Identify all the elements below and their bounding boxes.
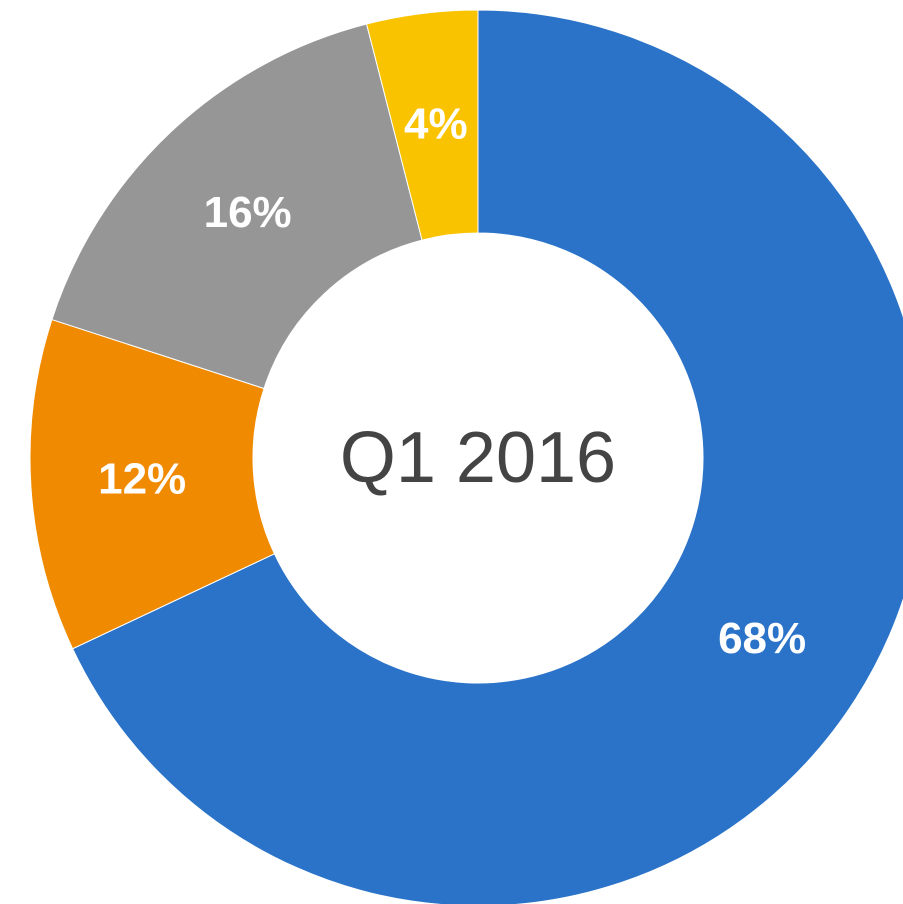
slice [71,9,903,904]
slices [29,9,903,904]
value-label: 12% [98,455,186,504]
slice [51,23,423,390]
center-label: Q1 2016 [340,418,616,498]
slice [29,318,276,650]
value-label: 16% [204,188,292,237]
value-label: 68% [718,614,806,663]
value-label: 4% [404,100,468,149]
slice [365,9,479,241]
